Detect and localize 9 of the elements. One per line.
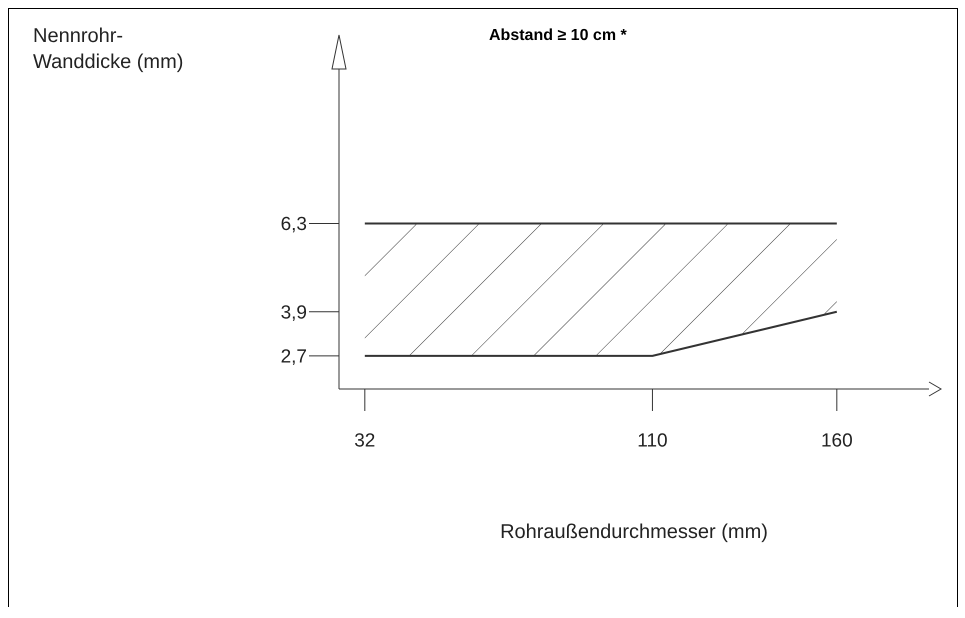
x-axis-title: Rohraußendurchmesser (mm) [500,521,768,544]
x-tick-label: 32 [354,430,376,452]
x-tick-label: 110 [637,430,668,452]
y-tick-label: 6,3 [280,214,307,236]
text: Abstand ≥ 10 cm * [489,27,627,45]
y-tick-label: 2,7 [280,346,307,368]
y-tick-label: 3,9 [280,302,307,324]
y-axis-title: Nennrohr-Wanddicke (mm) [33,24,184,75]
x-tick-label: 160 [820,430,853,452]
